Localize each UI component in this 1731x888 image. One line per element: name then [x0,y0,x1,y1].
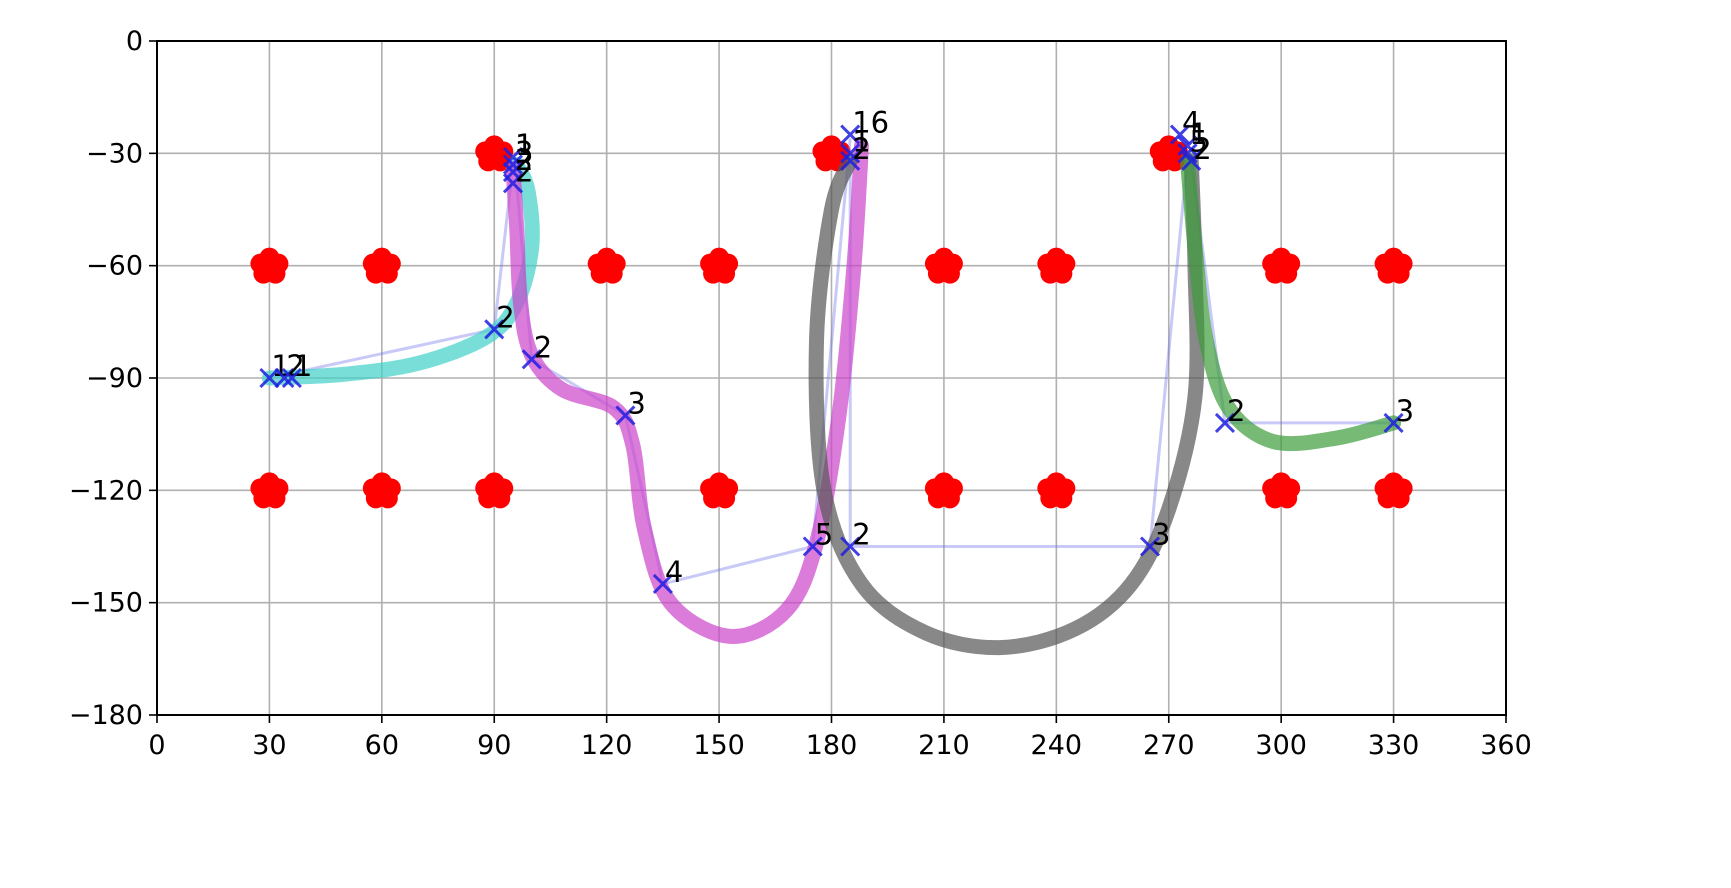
waypoint-label: 4 [1182,106,1200,140]
waypoint-label: 5 [815,518,833,552]
waypoint-label: 2 [515,143,533,177]
obstacle-marker [1262,472,1301,509]
waypoint-marker: 2 [1214,394,1245,433]
waypoint-marker: 3 [1383,394,1414,433]
waypoint-label: 1 [1189,117,1207,151]
y-tick-label: −90 [86,363,143,394]
x-tick-label: 270 [1143,730,1195,761]
waypoint-marker: 2 [1181,132,1212,171]
waypoint-label: 1 [294,349,312,383]
obstacle-marker [1374,247,1413,284]
x-tick-label: 0 [148,730,165,761]
obstacle-marker [1037,472,1076,509]
x-tick-label: 180 [806,730,858,761]
waypoint-marker: 1 [1177,117,1208,156]
y-tick-label: 0 [126,26,143,57]
waypoint-marker: 2 [840,132,871,171]
obstacle-marker [587,247,626,284]
trajectory-path [1179,153,1402,452]
x-tick-label: 300 [1255,730,1307,761]
waypoint-label: 4 [665,555,683,589]
waypoint-label: 2 [286,349,304,383]
waypoint-label: 3 [515,136,533,170]
obstacle-marker [700,472,739,509]
waypoint-marker: 1 [502,128,533,168]
waypoint-marker: 2 [521,330,552,370]
waypoint-label: 1 [515,128,533,162]
waypoint-marker: 1 [259,349,290,389]
waypoint-label: 5 [1189,124,1207,158]
x-tick-label: 30 [252,730,286,761]
obstacle-marker [1149,135,1188,172]
waypoint-marker: 5 [802,518,833,557]
waypoint-marker: 4 [652,555,683,595]
waypoint-label: 1 [271,349,289,383]
x-tick-label: 360 [1480,730,1532,761]
waypoint-label: 3 [1396,394,1414,428]
waypoint-marker: 2 [502,154,533,194]
y-tick-label: −150 [69,588,143,619]
axis-ticks: 0 30 60 90 120 150 180 210 240 270 300 330 360 0 −30 −6… [69,26,1532,761]
obstacle-marker [924,472,963,509]
obstacle-layer [250,135,1413,509]
waypoint-label: 2 [534,330,552,364]
obstacle-marker [700,247,739,284]
waypoint-label: 2 [496,300,514,334]
waypoint-label: 2 [852,132,870,166]
x-tick-label: 120 [581,730,633,761]
waypoint-marker: 2 [274,349,305,389]
trajectory-path [808,153,1205,656]
waypoint-label: 16 [852,106,889,140]
x-tick-label: 330 [1368,730,1420,761]
x-tick-label: 150 [693,730,745,761]
obstacle-marker [1037,247,1076,284]
waypoint-label: 2 [852,518,870,552]
waypoint-marker: 3 [1139,518,1170,557]
waypoint-label: 2 [1227,394,1245,428]
x-tick-label: 240 [1031,730,1083,761]
waypoint-label: 2 [1193,132,1211,166]
waypoint-marker: 1 [281,349,312,389]
waypoint-marker: 16 [840,106,889,145]
waypoint-label: 3 [1152,518,1170,552]
waypoint-marker: 4 [1169,106,1200,145]
obstacle-marker [362,472,401,509]
obstacle-marker [250,247,289,284]
x-tick-label: 90 [477,730,511,761]
obstacle-marker [475,472,514,509]
y-tick-label: −120 [69,475,143,506]
y-tick-label: −30 [86,138,143,169]
x-tick-label: 210 [918,730,970,761]
waypoint-marker: 3 [615,386,646,426]
y-tick-label: −60 [86,251,143,282]
obstacle-marker [1262,247,1301,284]
waypoint-marker: 3 [502,136,533,175]
obstacle-marker [924,247,963,284]
obstacle-marker [362,247,401,284]
waypoint-marker: 2 [840,518,871,557]
waypoint-marker: 2 [484,300,515,340]
obstacle-marker [250,472,289,509]
y-tick-label: −180 [69,700,143,731]
waypoint-label: 3 [627,386,645,420]
obstacle-marker [1374,472,1413,509]
waypoint-marker: 1 [840,124,871,164]
x-tick-label: 60 [365,730,399,761]
waypoint-label: 2 [515,154,533,188]
trajectory-path [261,157,540,386]
waypoint-label: 1 [852,124,870,158]
